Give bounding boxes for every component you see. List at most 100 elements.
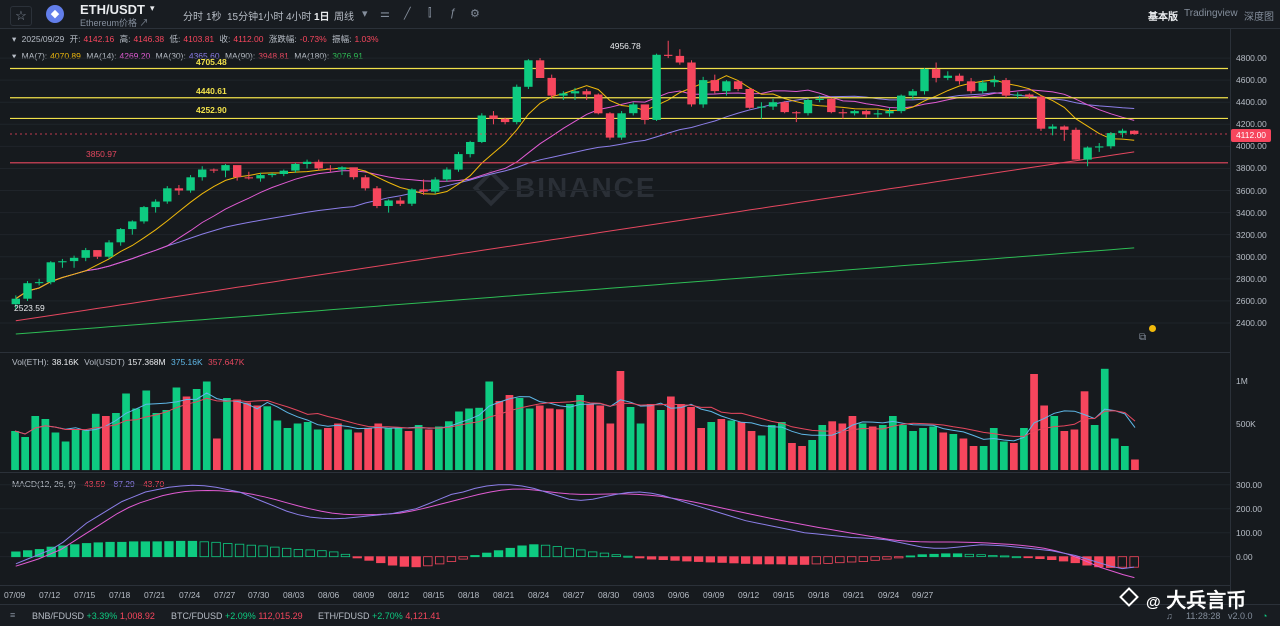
open-value: 4142.16 (83, 34, 115, 44)
volume-bar (878, 425, 887, 470)
version-label: v2.0.0 (1228, 611, 1253, 621)
interval-tab-active[interactable]: 1日 (314, 12, 330, 23)
macd-histogram-bar (717, 556, 727, 563)
date-tick-label: 09/24 (878, 590, 900, 600)
ma30-label: MA(30): (155, 51, 186, 61)
candle-body (733, 81, 743, 89)
macd-tick-label: 0.00 (1236, 551, 1253, 562)
candle-body (955, 75, 964, 82)
ticker-bnb[interactable]: BNB/FDUSD +3.39% 1,008.92 (32, 611, 155, 621)
price-tick-label: 3600.00 (1236, 185, 1267, 196)
macd-tick-label: 200.00 (1236, 503, 1262, 514)
date-tick-label: 09/15 (773, 590, 795, 600)
candle-body (198, 169, 207, 178)
interval-tab[interactable]: 1小时 (258, 12, 284, 23)
volume-bar (818, 425, 827, 470)
gear-icon[interactable]: ⚙ (470, 8, 480, 20)
vol-usdt-label: Vol(USDT) (84, 357, 125, 367)
headset-icon[interactable]: ♫ (1166, 611, 1173, 621)
settings-sliders-icon[interactable]: ⚌ (380, 8, 390, 20)
candle-body (1025, 94, 1034, 97)
candle-body (500, 118, 510, 123)
volume-bar (767, 425, 776, 470)
chevron-down-icon[interactable]: ▾ (362, 8, 368, 20)
pair-subtitle[interactable]: Ethereum价格 ↗ (80, 18, 149, 28)
interval-tab[interactable]: 分时 (183, 12, 203, 23)
candle-body (710, 80, 719, 92)
candle-body (291, 164, 300, 171)
candle-body (897, 95, 906, 112)
volume-bar (989, 428, 998, 470)
chevron-down-icon[interactable]: ▾ (150, 3, 155, 13)
volume-bar (919, 428, 927, 470)
macd-histogram-bar (1058, 556, 1069, 562)
macd-histogram-bar (1011, 556, 1022, 559)
macd-histogram-bar (823, 556, 833, 564)
collapse-icon[interactable]: ▾ (12, 34, 17, 44)
change-label: 涨跌幅: (268, 34, 297, 44)
interval-tab[interactable]: 1秒 (206, 12, 222, 23)
ticker-change: +2.70% (372, 611, 403, 621)
candle-body (978, 82, 987, 92)
indicators-icon[interactable]: ƒ (450, 7, 457, 19)
ma180-label: MA(180): (294, 51, 330, 61)
volume-tick-label: 1M (1236, 376, 1248, 386)
collapse-icon[interactable]: ▾ (12, 51, 17, 61)
macd-histogram-bar (211, 541, 221, 558)
draw-line-icon[interactable]: ╱ (404, 8, 411, 20)
ohlc-date: 2025/09/29 (21, 34, 65, 44)
candle-body (116, 229, 125, 243)
volume-bar (475, 407, 483, 471)
ticker-btc[interactable]: BTC/FDUSD +2.09% 112,015.29 (171, 611, 303, 621)
ma-legend: ▾ MA(7): 4070.89 MA(14): 4269.20 MA(30): 43… (12, 51, 366, 62)
candle-body (174, 188, 184, 191)
price-tick-label: 3000.00 (1236, 251, 1267, 262)
price-tick-label: 2600.00 (1236, 295, 1267, 306)
interval-tab[interactable]: 周线 (334, 12, 354, 23)
candle-body (745, 89, 754, 108)
volume-bar (374, 423, 383, 470)
volume-bar (687, 407, 695, 470)
macd-histogram-bar (941, 553, 951, 558)
volume-bar (364, 428, 372, 470)
volume-ma-line (14, 392, 1136, 442)
volume-bar (979, 446, 988, 470)
macd-dif-line (15, 484, 1135, 570)
candlestick-chart[interactable] (0, 28, 1230, 604)
volume-bar (435, 426, 443, 470)
date-tick-label: 09/21 (843, 590, 865, 600)
list-icon[interactable]: ≡ (10, 610, 16, 620)
macd-histogram-bar (847, 556, 857, 563)
volume-bar (677, 404, 685, 470)
candle-body (722, 81, 731, 92)
view-basic-tab[interactable]: 基本版 (1148, 12, 1178, 23)
volume-bar (899, 425, 907, 470)
volume-bar (747, 431, 756, 470)
view-depth-tab[interactable]: 深度图 (1244, 12, 1274, 23)
screenshot-icon[interactable]: ⧉ (1139, 332, 1147, 343)
candle-body (419, 189, 428, 192)
macd-histogram-bar (576, 549, 586, 558)
view-tradingview-tab[interactable]: Tradingview (1184, 8, 1238, 19)
candle-body (302, 161, 312, 164)
macd-histogram-bar (540, 544, 551, 558)
star-icon[interactable]: ☆ (10, 6, 32, 26)
candle-body (512, 86, 521, 123)
candle-body (570, 91, 580, 94)
volume-bar (81, 430, 90, 471)
volume-bar (586, 404, 594, 470)
candle-body (221, 165, 230, 171)
candle-body (407, 189, 417, 204)
candle-type-icon[interactable]: ⫿ (428, 7, 432, 19)
interval-tab[interactable]: 15分钟 (227, 12, 259, 23)
eth-coin-icon: ◆ (46, 5, 64, 23)
price-tick-label: 4800.00 (1236, 53, 1267, 64)
interval-tab[interactable]: 4小时 (286, 12, 312, 23)
volume-bar (273, 420, 282, 470)
macd-histogram-bar (894, 556, 904, 559)
candle-body (279, 170, 288, 174)
pair-title[interactable]: ETH/USDT (80, 2, 145, 17)
candle-body (675, 55, 685, 63)
candle-body (582, 91, 591, 95)
ticker-eth[interactable]: ETH/FDUSD +2.70% 4,121.41 (318, 611, 440, 621)
